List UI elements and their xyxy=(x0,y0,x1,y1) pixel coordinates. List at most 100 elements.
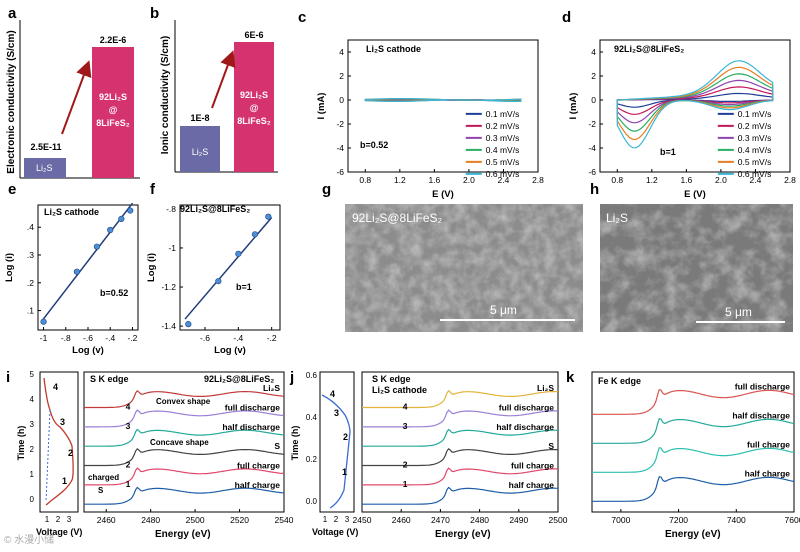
panel-c-xtick-label: 2.0 xyxy=(463,175,475,185)
panel-e-plot-frame xyxy=(38,205,138,330)
panel-i-note-s: S xyxy=(98,486,104,495)
panel-c-legend-label: 0.2 mV/s xyxy=(486,121,520,131)
panel-i-inset-xtick: 1 xyxy=(45,515,50,524)
panel-j-state-number: 2 xyxy=(403,459,408,469)
panel-i-xlabel: Energy (eV) xyxy=(155,529,211,540)
panel-i-series-label: S xyxy=(274,441,280,451)
panel-i-inset-ytick: 4 xyxy=(30,395,35,404)
panel-d-annotation: b=1 xyxy=(660,147,676,157)
panel-d-xtick-label: 1.2 xyxy=(646,175,658,185)
panel-j-series-label: full discharge xyxy=(499,402,555,412)
panel-c-ylabel: I (mA) xyxy=(316,93,327,120)
panel-letter-a: a xyxy=(8,5,17,22)
panel-f-xtick-label: -.2 xyxy=(267,333,277,343)
panel-j-xlabel: Energy (eV) xyxy=(435,529,491,540)
panel-i-xtick-label: 2540 xyxy=(275,515,294,525)
panel-j: j Time (h) 0.0 0.2 0.4 0.6 1 2 3 Voltage… xyxy=(289,369,568,540)
panel-letter-c: c xyxy=(298,9,306,26)
panel-k-xtick-label: 7600 xyxy=(785,515,800,525)
panel-j-inset-point: 1 xyxy=(342,467,347,477)
panel-f-ytick-label: -1 xyxy=(168,243,176,253)
panel-c-xtick-label: 0.8 xyxy=(359,175,371,185)
panel-a-value-li2s: 2.5E-11 xyxy=(30,142,61,152)
panel-f-data-point xyxy=(216,278,222,284)
panel-k: k Fe K edge Energy (eV) 7000720074007600… xyxy=(566,369,800,540)
panel-d-ytick-label: 4 xyxy=(591,47,596,57)
panel-j-xtick-label: 2470 xyxy=(431,515,450,525)
panel-f-ytick-label: -1.4 xyxy=(161,321,176,331)
panel-c-xlabel: E (V) xyxy=(432,189,454,200)
panel-c-ytick-label: 0 xyxy=(339,95,344,105)
panel-j-state-number: 3 xyxy=(403,421,408,431)
panel-f-ytick-label: -.8 xyxy=(166,204,176,214)
panel-i-inset-ytick: 3 xyxy=(30,420,35,429)
panel-c-ytick-label: -6 xyxy=(336,167,344,177)
panel-c-ytick-label: -4 xyxy=(336,143,344,153)
panel-a-value-composite: 2.2E-6 xyxy=(100,35,127,45)
panel-k-series-label: full discharge xyxy=(735,382,791,392)
panel-b-bar-label-line1: 92Li₂S xyxy=(240,90,268,100)
panel-d-ytick-label: -6 xyxy=(588,167,596,177)
panel-e-xlabel: Log (v) xyxy=(72,345,104,356)
panel-i-inset-ytick: 1 xyxy=(30,470,35,479)
panel-e-data-point xyxy=(94,244,100,250)
panel-d-xtick-label: 1.6 xyxy=(680,175,692,185)
panel-c-legend-label: 0.5 mV/s xyxy=(486,157,520,167)
panel-k-series-label: half charge xyxy=(745,469,791,479)
sem-image-li2s xyxy=(600,204,793,332)
panel-f-plot-frame xyxy=(180,205,280,330)
panel-k-xtick-label: 7000 xyxy=(611,515,630,525)
panel-i-series-label: half charge xyxy=(235,480,281,490)
panel-i-note-concave: Concave shape xyxy=(150,438,209,447)
panel-c-annotation: b=0.52 xyxy=(360,140,388,150)
panel-j-inset-ytick: 0.6 xyxy=(306,371,318,380)
panel-d-legend-label: 0.4 mV/s xyxy=(738,145,772,155)
panel-j-xtick-label: 2500 xyxy=(549,515,568,525)
panel-c-legend-label: 0.1 mV/s xyxy=(486,109,520,119)
panel-i-series-label: full charge xyxy=(237,460,280,470)
panel-j-inset-xtick: 3 xyxy=(345,515,350,524)
panel-j-inset-ylabel: Time (h) xyxy=(290,426,300,461)
panel-k-xlabel: Energy (eV) xyxy=(665,529,721,540)
panel-d-legend-label: 0.6 mV/s xyxy=(738,169,772,179)
panel-d-ytick-label: -4 xyxy=(588,143,596,153)
panel-e-data-point xyxy=(41,319,47,325)
panel-f-ytick-label: -1.2 xyxy=(161,282,176,292)
sem-scalebar-label-li2s: 5 μm xyxy=(725,305,752,319)
panel-k-series-label: half discharge xyxy=(732,411,790,421)
panel-letter-d: d xyxy=(562,9,571,26)
panel-i-spectrum-6 xyxy=(84,488,284,505)
panel-d-ytick-label: -2 xyxy=(588,119,596,129)
panel-j-inset-xtick: 1 xyxy=(323,515,328,524)
panel-j-series-label: half discharge xyxy=(496,422,554,432)
panel-a-arrow xyxy=(62,64,88,134)
panel-c-legend-label: 0.4 mV/s xyxy=(486,145,520,155)
panel-j-state-number: 1 xyxy=(403,479,408,489)
panel-j-title: S K edge xyxy=(372,374,411,384)
panel-j-spectrum-6 xyxy=(362,488,558,505)
panel-i-inset-curve xyxy=(44,378,73,505)
panel-i: i Time (h) 0 1 2 3 4 5 1 2 3 Voltage (V)… xyxy=(6,369,294,540)
panel-b-value-li2s: 1E-8 xyxy=(190,113,209,123)
panel-j-subtitle: Li₂S cathode xyxy=(372,385,427,395)
panel-i-xtick-label: 2500 xyxy=(186,515,205,525)
panel-letter-j: j xyxy=(289,369,294,386)
panel-b-ylabel: Ionic conductivity (S/cm) xyxy=(160,36,171,154)
panel-e-data-point xyxy=(119,216,125,222)
panel-i-inset-point: 1 xyxy=(62,476,67,486)
panel-i-state-number: 4 xyxy=(126,401,131,411)
panel-j-state-number: 4 xyxy=(403,401,408,411)
panel-e-ylabel: Log (i) xyxy=(4,253,15,282)
panel-f-ylabel: Log (i) xyxy=(146,253,157,282)
panel-c-xtick-label: 1.6 xyxy=(428,175,440,185)
panel-j-inset-point: 3 xyxy=(334,408,339,418)
panel-e-xtick-label: -.8 xyxy=(61,333,71,343)
panel-a-bar-label-line3: 8LiFeS₂ xyxy=(96,118,130,128)
panel-e-data-point xyxy=(107,227,113,233)
panel-i-inset-ytick: 2 xyxy=(30,445,35,454)
sem-scalebar-label-composite: 5 μm xyxy=(490,303,517,317)
panel-i-xtick-label: 2480 xyxy=(141,515,160,525)
panel-e-data-point xyxy=(74,269,80,275)
